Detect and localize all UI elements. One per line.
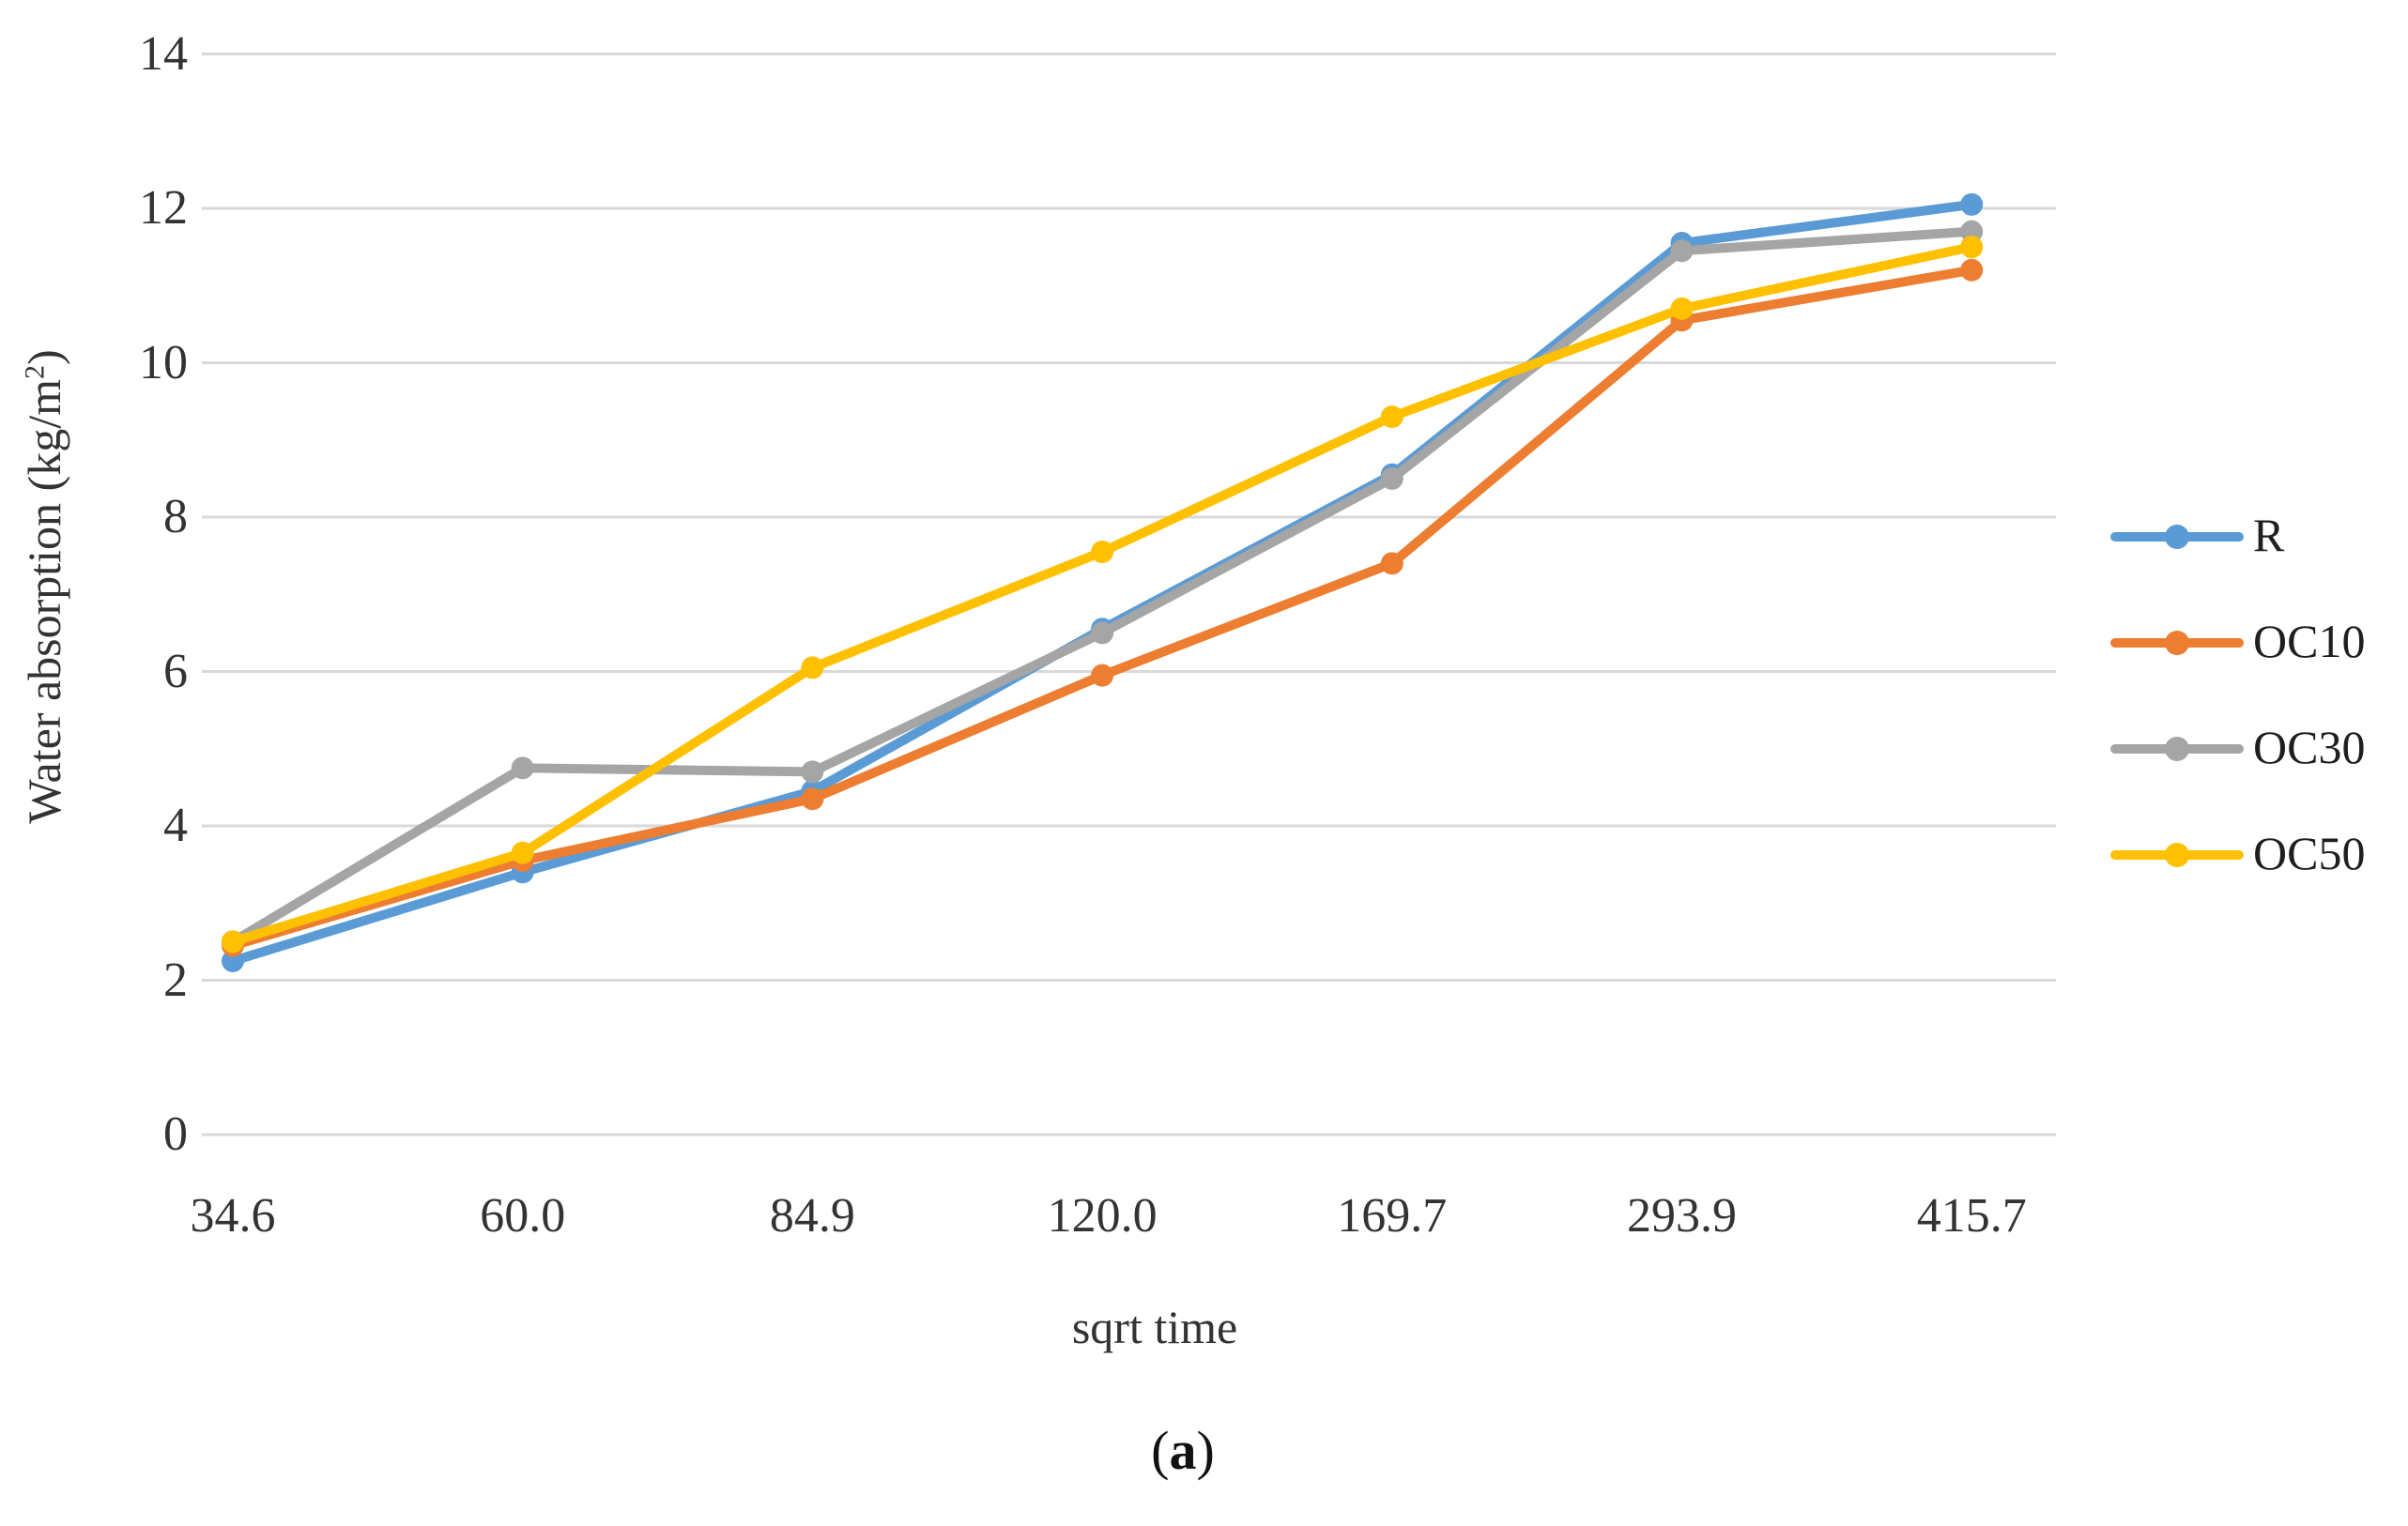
x-tick-label-84.9: 84.9 bbox=[769, 1189, 855, 1243]
y-tick-label-14: 14 bbox=[139, 26, 188, 81]
legend-label-oc50: OC50 bbox=[2253, 827, 2366, 879]
series-marker-oc10-169.7 bbox=[1380, 552, 1403, 575]
subfigure-caption: (a) bbox=[1033, 1419, 1333, 1482]
x-tick-label-120.0: 120.0 bbox=[1047, 1189, 1158, 1243]
series-marker-oc30-293.9 bbox=[1670, 239, 1694, 263]
series-line-oc30 bbox=[228, 226, 1977, 947]
x-tick-label-293.9: 293.9 bbox=[1627, 1189, 1737, 1243]
x-axis-title: sqrt time bbox=[1071, 1301, 1238, 1353]
series-marker-oc50-293.9 bbox=[1670, 297, 1694, 320]
caption-paren-open: ( bbox=[1151, 1420, 1170, 1481]
series-line-oc10 bbox=[228, 265, 1977, 951]
y-tick-label-12: 12 bbox=[139, 181, 188, 235]
y-tick-label-6: 6 bbox=[163, 644, 188, 698]
series-marker-oc50-415.7 bbox=[1960, 236, 1984, 259]
series-marker-oc30-415.7 bbox=[1960, 220, 1984, 243]
y-tick-label-0: 0 bbox=[163, 1107, 188, 1161]
legend-label-oc10: OC10 bbox=[2253, 615, 2366, 667]
series-marker-oc30-169.7 bbox=[1380, 466, 1403, 490]
series-marker-oc30-120.0 bbox=[1091, 621, 1114, 645]
y-axis-title-text: Water absorption (kg/m bbox=[18, 379, 70, 824]
series-marker-r-34.6 bbox=[222, 949, 244, 972]
x-tick-label-34.6: 34.6 bbox=[190, 1189, 276, 1243]
series-marker-oc30-60.0 bbox=[511, 756, 534, 780]
x-tick-label-60.0: 60.0 bbox=[480, 1189, 566, 1243]
series-marker-r-415.7 bbox=[1960, 192, 1984, 216]
caption-letter: a bbox=[1169, 1420, 1197, 1481]
series-marker-oc30-84.9 bbox=[801, 760, 824, 784]
series-marker-oc50-84.9 bbox=[801, 656, 824, 679]
series-marker-oc50-120.0 bbox=[1091, 541, 1114, 564]
y-axis-title: Water absorption (kg/m2) bbox=[17, 349, 71, 823]
series-marker-oc10-415.7 bbox=[1960, 258, 1984, 282]
legend-label-r: R bbox=[2253, 509, 2285, 561]
y-axis-title-superscript: 2 bbox=[19, 365, 51, 380]
legend-marker-oc10 bbox=[2165, 631, 2189, 655]
legend-marker-oc50 bbox=[2165, 843, 2189, 867]
series-marker-oc50-34.6 bbox=[222, 930, 244, 954]
series-marker-oc50-60.0 bbox=[511, 841, 534, 864]
y-tick-label-4: 4 bbox=[163, 799, 188, 852]
legend-marker-oc30 bbox=[2165, 737, 2189, 761]
y-tick-label-2: 2 bbox=[163, 953, 188, 1007]
series-marker-oc50-169.7 bbox=[1380, 405, 1403, 429]
y-tick-label-8: 8 bbox=[163, 490, 188, 543]
y-tick-label-10: 10 bbox=[139, 335, 188, 389]
legend-marker-r bbox=[2165, 525, 2189, 549]
series-marker-oc10-84.9 bbox=[801, 787, 824, 811]
series-line-oc50 bbox=[228, 242, 1977, 947]
x-tick-label-169.7: 169.7 bbox=[1337, 1189, 1448, 1243]
series-marker-oc10-120.0 bbox=[1091, 664, 1114, 687]
x-tick-label-415.7: 415.7 bbox=[1916, 1189, 2027, 1243]
caption-paren-close: ) bbox=[1196, 1420, 1215, 1481]
y-axis-title-close: ) bbox=[18, 349, 70, 366]
legend-label-oc30: OC30 bbox=[2253, 721, 2366, 773]
